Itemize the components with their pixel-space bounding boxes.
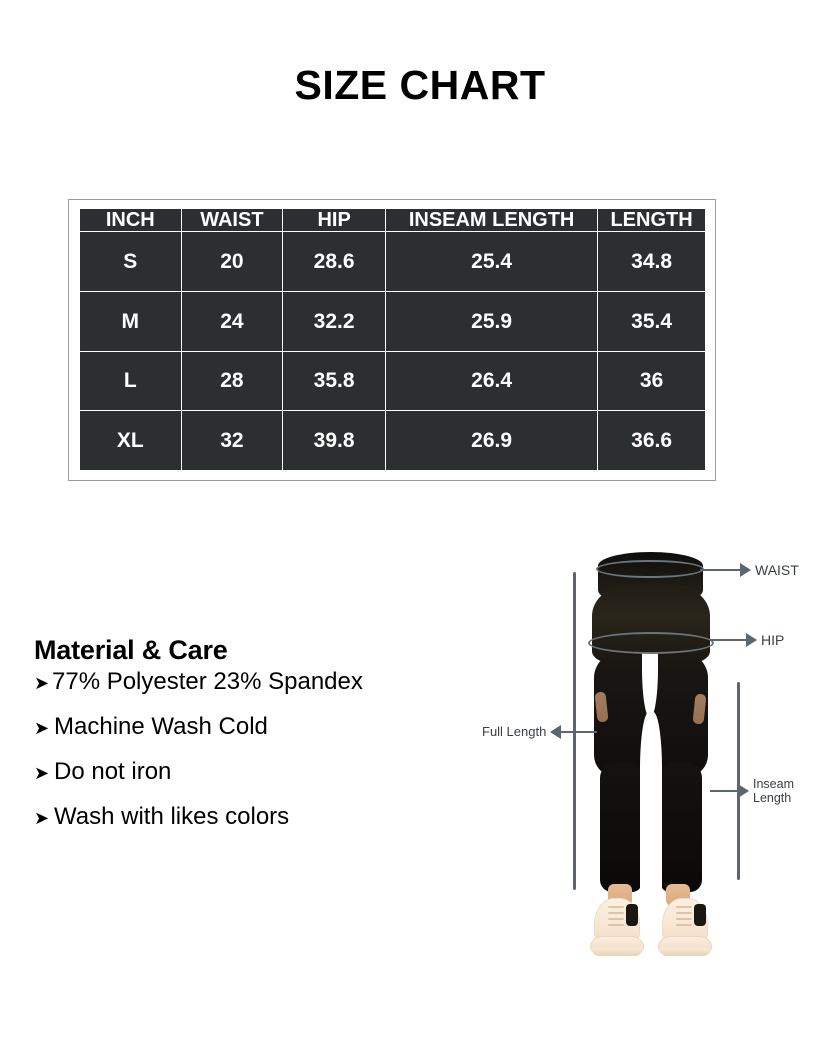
callout-inseam-length-label: Inseam Length [753, 777, 794, 805]
cell-inseam: 25.9 [386, 291, 598, 351]
leader-line [710, 639, 746, 641]
sneaker-laces [608, 906, 624, 932]
cell-inseam: 25.4 [386, 232, 598, 291]
between-legs-gap [640, 712, 662, 902]
callout-waist-label: WAIST [755, 562, 799, 578]
cell-length: 34.8 [598, 232, 705, 291]
cell-length: 36 [598, 351, 705, 411]
table-row: S 20 28.6 25.4 34.8 [80, 232, 705, 291]
cell-waist: 28 [181, 351, 283, 411]
cell-length: 35.4 [598, 291, 705, 351]
leader-line [561, 730, 598, 733]
arrow-right-icon [746, 633, 757, 647]
sneaker-left [590, 898, 644, 956]
arrow-bullet-icon: ➤ [34, 763, 50, 783]
column-header-length: LENGTH [598, 209, 705, 231]
table-row: M 24 32.2 25.9 35.4 [80, 291, 705, 351]
callout-waist: WAIST [700, 562, 799, 578]
material-care-section: Material & Care ➤ 77% Polyester 23% Span… [34, 635, 454, 850]
cell-waist: 32 [181, 411, 283, 470]
cell-size: L [80, 351, 181, 411]
cell-size: M [80, 291, 181, 351]
cell-length: 36.6 [598, 411, 705, 470]
calf-right [660, 762, 702, 892]
inseam-length-measure-bar [737, 682, 740, 880]
list-item-label: 77% Polyester 23% Spandex [52, 668, 363, 695]
sneaker-heel-patch [694, 904, 706, 926]
sneaker-right [658, 898, 712, 956]
crotch-gap [642, 652, 658, 718]
cell-hip: 39.8 [283, 411, 386, 470]
leader-line [710, 790, 738, 792]
list-item: ➤ Machine Wash Cold [34, 715, 454, 739]
table-header-row: INCH WAIST HIP INSEAM LENGTH LENGTH [80, 209, 705, 231]
callout-inseam-length: Inseam Length [710, 777, 815, 805]
table-row: XL 32 39.8 26.9 36.6 [80, 411, 705, 470]
column-header-inch: INCH [80, 209, 181, 231]
cell-size: XL [80, 411, 181, 470]
column-header-hip: HIP [283, 209, 386, 231]
arrow-bullet-icon: ➤ [34, 808, 50, 828]
arrow-bullet-icon: ➤ [34, 673, 50, 693]
cell-waist: 24 [181, 291, 283, 351]
list-item: ➤ 77% Polyester 23% Spandex [34, 670, 454, 694]
measurement-diagram: WAIST HIP Inseam Length Full Length [470, 542, 840, 992]
arrow-right-icon [740, 563, 751, 577]
sneaker-laces [676, 906, 692, 932]
cell-inseam: 26.4 [386, 351, 598, 411]
sneaker-heel-patch [626, 904, 638, 926]
column-header-waist: WAIST [181, 209, 283, 231]
hip-measure-ring [588, 632, 714, 654]
sneaker-sole [591, 948, 643, 956]
table-row: L 28 35.8 26.4 36 [80, 351, 705, 411]
size-chart-table-frame: INCH WAIST HIP INSEAM LENGTH LENGTH S 20… [68, 199, 716, 481]
cell-hip: 32.2 [283, 291, 386, 351]
list-item: ➤ Do not iron [34, 760, 454, 784]
arrow-left-icon [550, 724, 562, 739]
cell-hip: 28.6 [283, 232, 386, 291]
list-item-label: Machine Wash Cold [54, 713, 268, 740]
arrow-right-icon [738, 784, 749, 798]
cell-waist: 20 [181, 232, 283, 291]
list-item-label: Wash with likes colors [54, 803, 290, 830]
cell-inseam: 26.9 [386, 411, 598, 470]
waist-measure-ring [596, 560, 704, 578]
leader-line [700, 569, 740, 571]
callout-full-length: Full Length [482, 724, 598, 739]
sneaker-sole [659, 948, 711, 956]
list-item: ➤ Wash with likes colors [34, 805, 454, 829]
calf-left [600, 762, 642, 892]
column-header-inseam: INSEAM LENGTH [386, 209, 598, 231]
callout-hip: HIP [710, 632, 784, 648]
size-chart-table: INCH WAIST HIP INSEAM LENGTH LENGTH S 20… [79, 208, 706, 471]
cell-size: S [80, 232, 181, 291]
arrow-bullet-icon: ➤ [34, 718, 50, 738]
page-title: SIZE CHART [294, 62, 546, 108]
material-care-list: ➤ 77% Polyester 23% Spandex ➤ Machine Wa… [34, 670, 454, 829]
list-item-label: Do not iron [54, 758, 172, 785]
cell-hip: 35.8 [283, 351, 386, 411]
leggings-model-photo [570, 552, 730, 956]
material-care-heading: Material & Care [34, 635, 228, 665]
callout-hip-label: HIP [761, 632, 785, 648]
callout-full-length-label: Full Length [482, 724, 547, 739]
